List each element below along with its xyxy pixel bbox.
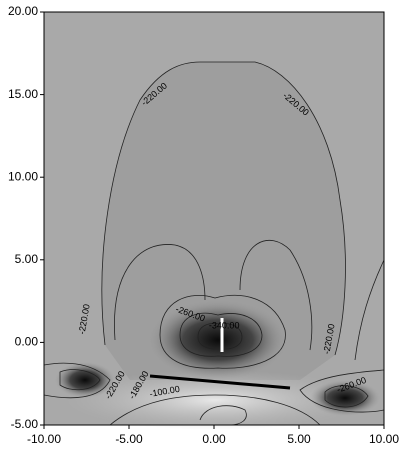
high-area [65, 370, 365, 430]
x-tick-label: 0.00 [202, 432, 226, 446]
profile-line [149, 374, 291, 390]
y-tick-label: 15.00 [8, 87, 38, 101]
contour-label: -340.00 [209, 320, 240, 330]
low-area [310, 380, 380, 416]
contour-fill [101, 62, 346, 380]
y-tick-label: -5.00 [11, 417, 39, 431]
x-tick-label: -10.00 [27, 432, 61, 446]
x-tick-label: 10.00 [369, 432, 399, 446]
y-tick-label: 10.00 [8, 169, 38, 183]
y-tick-label: 0.00 [15, 335, 39, 349]
x-tick-label: -5.00 [115, 432, 143, 446]
y-tick-label: 5.00 [15, 252, 39, 266]
y-tick-label: 20.00 [8, 4, 38, 18]
contours [43, 61, 385, 426]
x-tick-label: 5.00 [287, 432, 311, 446]
